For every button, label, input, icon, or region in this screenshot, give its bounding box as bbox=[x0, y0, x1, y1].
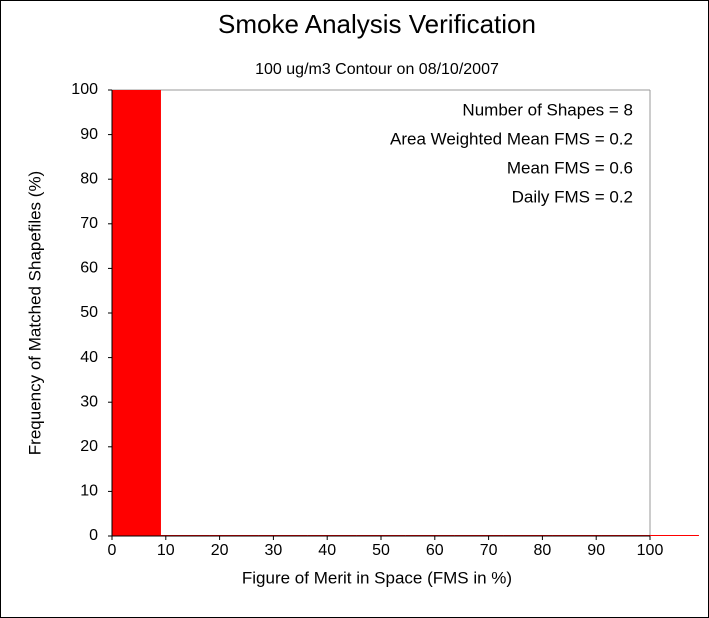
x-tick-label: 70 bbox=[480, 542, 498, 559]
y-tick-label: 0 bbox=[89, 527, 98, 544]
y-tick-label: 20 bbox=[80, 438, 98, 455]
x-tick-label: 20 bbox=[211, 542, 229, 559]
x-tick-label: 60 bbox=[426, 542, 444, 559]
bar bbox=[650, 535, 699, 536]
x-tick-label: 10 bbox=[157, 542, 175, 559]
bar bbox=[112, 90, 161, 536]
y-tick-label: 70 bbox=[80, 215, 98, 232]
x-tick-label: 80 bbox=[534, 542, 552, 559]
annotation: Mean FMS = 0.6 bbox=[507, 158, 633, 177]
x-tick-label: 0 bbox=[108, 542, 117, 559]
x-tick-label: 50 bbox=[372, 542, 390, 559]
annotation: Area Weighted Mean FMS = 0.2 bbox=[390, 129, 633, 148]
y-tick-label: 100 bbox=[71, 81, 98, 98]
x-tick-label: 100 bbox=[637, 542, 664, 559]
y-tick-label: 10 bbox=[80, 483, 98, 500]
y-tick-label: 60 bbox=[80, 260, 98, 277]
x-tick-label: 30 bbox=[265, 542, 283, 559]
annotation: Number of Shapes = 8 bbox=[462, 100, 633, 119]
y-tick-label: 90 bbox=[80, 126, 98, 143]
y-tick-label: 80 bbox=[80, 170, 98, 187]
x-axis-label: Figure of Merit in Space (FMS in %) bbox=[242, 568, 512, 587]
y-tick-label: 40 bbox=[80, 349, 98, 366]
chart-title: Smoke Analysis Verification bbox=[218, 9, 536, 39]
y-tick-label: 30 bbox=[80, 393, 98, 410]
annotation: Daily FMS = 0.2 bbox=[512, 187, 633, 206]
x-tick-label: 90 bbox=[587, 542, 605, 559]
y-axis-label: Frequency of Matched Shapefiles (%) bbox=[25, 171, 44, 455]
y-tick-label: 50 bbox=[80, 304, 98, 321]
x-tick-label: 40 bbox=[318, 542, 336, 559]
chart-subtitle: 100 ug/m3 Contour on 08/10/2007 bbox=[255, 61, 499, 78]
